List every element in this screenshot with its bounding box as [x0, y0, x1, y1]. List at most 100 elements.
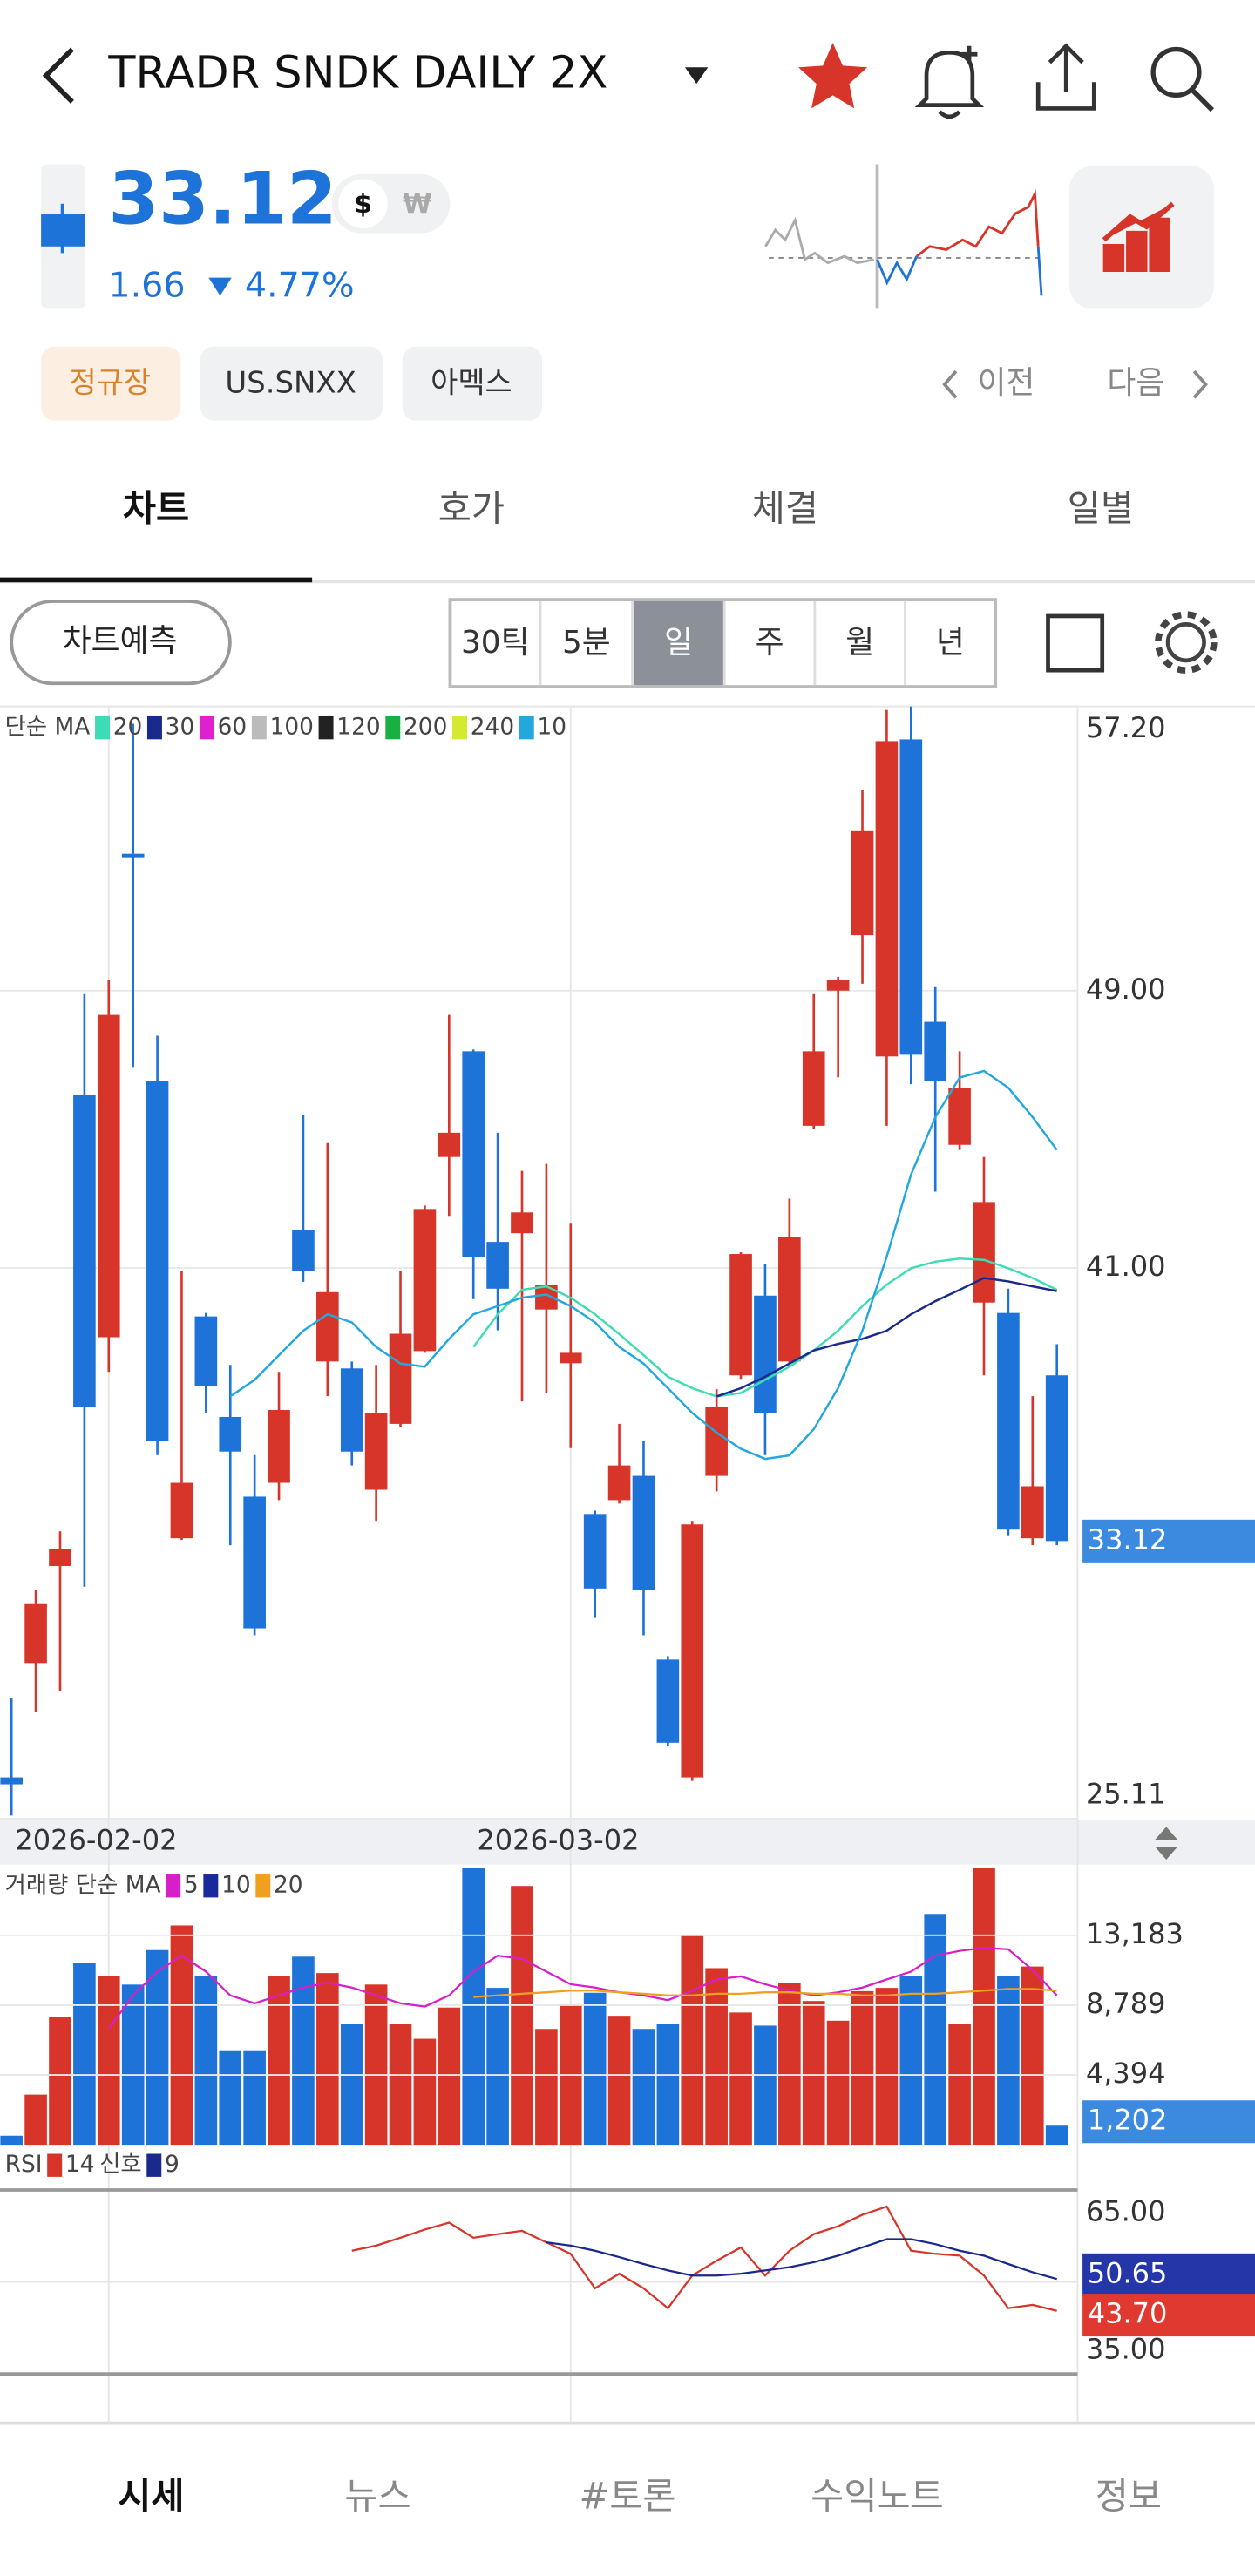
- alert-plus: [960, 45, 978, 63]
- legend-label: 신호: [99, 2152, 142, 2178]
- next[interactable]: 다음: [1107, 365, 1164, 401]
- share[interactable]: [1035, 43, 1096, 111]
- last-signal-box: [1082, 2253, 1255, 2296]
- volume-bar: [754, 2025, 777, 2146]
- rsi-line: [546, 2238, 1057, 2281]
- y-tick-label: 49.00: [1086, 973, 1166, 1006]
- period-selected: [634, 600, 725, 686]
- back-button[interactable]: [42, 47, 74, 104]
- legend-swatch: [251, 715, 267, 740]
- draw-tool[interactable]: [1046, 613, 1105, 673]
- period[interactable]: 주: [756, 625, 784, 661]
- volume-bar: [997, 1976, 1020, 2146]
- currency-krw[interactable]: ₩: [403, 189, 431, 220]
- nav-item[interactable]: 뉴스: [344, 2475, 410, 2517]
- chip-label: 아멕스: [431, 367, 512, 401]
- nav-item[interactable]: 수익노트: [811, 2475, 944, 2517]
- volume-bar: [681, 1935, 704, 2146]
- candle-body: [146, 1081, 169, 1441]
- down-arrow: [208, 277, 232, 296]
- period[interactable]: 5분: [562, 625, 611, 661]
- volume-bar: [607, 2016, 631, 2146]
- candle-body: [0, 1777, 24, 1785]
- legend-swatch: [199, 715, 214, 740]
- volume-bar: [97, 1976, 120, 2146]
- tab[interactable]: 체결: [752, 487, 818, 529]
- period[interactable]: 일: [664, 625, 693, 661]
- legend-label: 100: [270, 715, 314, 741]
- candle-body: [778, 1237, 801, 1362]
- legend-label: 14: [65, 2152, 95, 2178]
- volume-bar: [1045, 2125, 1068, 2146]
- tab[interactable]: 호가: [438, 487, 505, 529]
- candle-body: [632, 1475, 655, 1590]
- volume-bar: [73, 1963, 96, 2146]
- candle-body: [826, 980, 850, 991]
- prev-arrow: [942, 369, 958, 399]
- last-rsi-box: [1082, 2294, 1255, 2337]
- volume-bar: [899, 1976, 923, 2146]
- legend-label: 거래량 단순 MA: [5, 1873, 161, 1899]
- candle-body: [268, 1410, 290, 1483]
- volume-bar: [170, 1925, 193, 2146]
- legend-swatch: [146, 715, 162, 740]
- volume-bar: [924, 1914, 947, 2146]
- volume-bar: [511, 1886, 533, 2146]
- volume-bar: [364, 1984, 388, 2146]
- y-tick-label: 4,394: [1086, 2057, 1166, 2090]
- volume-bar: [316, 1973, 339, 2146]
- volume-bar: [705, 1968, 728, 2146]
- chip-label: US.SNXX: [225, 367, 356, 401]
- change: 1.66: [108, 265, 185, 305]
- y-tick-label: 41.00: [1086, 1250, 1166, 1283]
- candle-body: [292, 1230, 315, 1271]
- period[interactable]: 월: [845, 625, 874, 661]
- candle-body: [851, 830, 874, 936]
- volume-bar: [973, 1868, 995, 2146]
- favorite[interactable]: [798, 43, 868, 109]
- tab[interactable]: 차트: [123, 487, 189, 529]
- volume-bar: [583, 1992, 607, 2146]
- candle-body: [219, 1416, 242, 1452]
- search[interactable]: [1150, 46, 1202, 98]
- chart-icon: [1102, 201, 1175, 273]
- settings[interactable]: [1165, 622, 1206, 663]
- legend-label: 9: [165, 2152, 180, 2178]
- title: TRADR SNDK DAILY 2X: [107, 48, 607, 99]
- candle-body: [705, 1407, 728, 1476]
- legend-swatch: [166, 1874, 181, 1898]
- legend-label: 10: [221, 1873, 251, 1899]
- dropdown[interactable]: [684, 67, 709, 85]
- nav-item[interactable]: #토론: [579, 2475, 675, 2517]
- legend-swatch: [452, 715, 467, 740]
- last-volume: 1,202: [1088, 2104, 1168, 2137]
- volume-bar: [146, 1949, 169, 2146]
- x-tick-label: 2026-02-02: [15, 1823, 177, 1856]
- chip: [402, 346, 542, 421]
- candle-body: [364, 1413, 388, 1490]
- prev[interactable]: 이전: [977, 365, 1035, 401]
- candle-body: [802, 1051, 825, 1126]
- y-tick-label: 25.11: [1086, 1778, 1166, 1811]
- nav-item[interactable]: 정보: [1096, 2475, 1162, 2517]
- legend-label: 120: [336, 715, 380, 741]
- volume-bar: [486, 1988, 509, 2146]
- legend-label: 단순 MA: [5, 715, 91, 741]
- period[interactable]: 년: [936, 625, 965, 661]
- ma-line: [716, 1277, 1057, 1398]
- candle-body: [1045, 1375, 1068, 1542]
- volume-bar: [462, 1868, 485, 2146]
- legend-label: 10: [537, 715, 566, 741]
- alert[interactable]: [914, 50, 985, 119]
- volume-bar: [851, 1990, 874, 2146]
- bottom-nav: 시세 뉴스 #토론 수익노트 정보: [118, 2475, 1162, 2517]
- predict-button[interactable]: [10, 600, 232, 686]
- tab[interactable]: 일별: [1068, 487, 1134, 529]
- nav-item[interactable]: 시세: [118, 2475, 184, 2517]
- volume-bar: [389, 2024, 412, 2146]
- chip: [200, 346, 383, 421]
- period[interactable]: 30틱: [461, 625, 529, 661]
- resize-handle[interactable]: [1155, 1827, 1178, 1861]
- currency-usd[interactable]: $: [354, 189, 372, 220]
